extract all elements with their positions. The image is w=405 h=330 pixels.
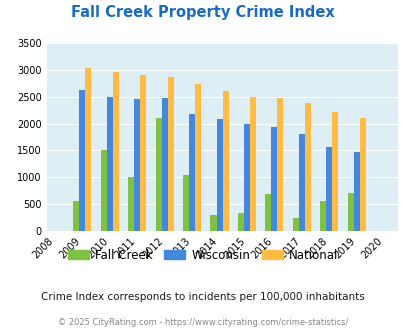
Bar xyxy=(161,98,167,231)
Bar xyxy=(331,112,337,231)
Bar xyxy=(189,115,195,231)
Bar xyxy=(222,91,228,231)
Bar xyxy=(128,177,134,231)
Text: Crime Index corresponds to incidents per 100,000 inhabitants: Crime Index corresponds to incidents per… xyxy=(41,292,364,302)
Bar xyxy=(304,103,310,231)
Bar xyxy=(237,213,243,231)
Legend: Fall Creek, Wisconsin, National: Fall Creek, Wisconsin, National xyxy=(63,244,342,266)
Bar xyxy=(271,127,277,231)
Bar xyxy=(210,214,216,231)
Bar xyxy=(140,75,146,231)
Bar xyxy=(277,98,283,231)
Bar xyxy=(73,201,79,231)
Bar xyxy=(183,175,189,231)
Bar xyxy=(347,193,353,231)
Bar xyxy=(265,194,271,231)
Bar xyxy=(155,118,161,231)
Bar xyxy=(216,119,222,231)
Bar xyxy=(292,217,298,231)
Bar xyxy=(134,99,140,231)
Bar xyxy=(195,84,200,231)
Text: Fall Creek Property Crime Index: Fall Creek Property Crime Index xyxy=(71,5,334,20)
Bar xyxy=(353,152,359,231)
Bar xyxy=(167,77,173,231)
Bar xyxy=(298,134,304,231)
Bar xyxy=(243,123,249,231)
Bar xyxy=(113,72,119,231)
Bar xyxy=(249,97,256,231)
Bar xyxy=(320,201,326,231)
Bar xyxy=(100,150,107,231)
Bar xyxy=(107,97,113,231)
Bar xyxy=(85,68,91,231)
Bar xyxy=(79,90,85,231)
Bar xyxy=(326,147,331,231)
Text: © 2025 CityRating.com - https://www.cityrating.com/crime-statistics/: © 2025 CityRating.com - https://www.city… xyxy=(58,318,347,327)
Bar xyxy=(359,117,365,231)
